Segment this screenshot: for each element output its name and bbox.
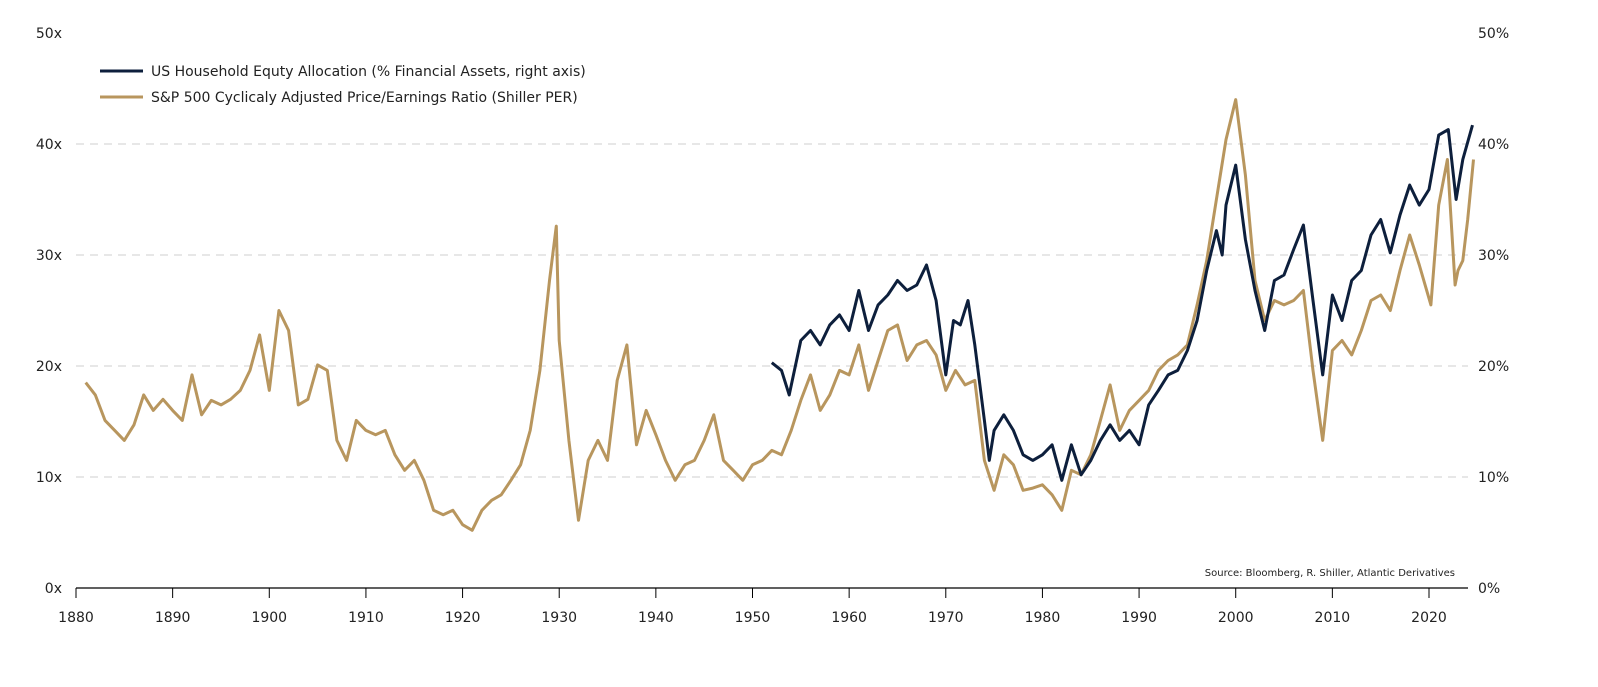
x-tick-label: 1990 (1121, 610, 1157, 626)
y-left-tick-label: 20x (36, 359, 62, 375)
x-axis-ticks: 1880 1890 1900 1910 1920 1930 1940 1950 1960 1970… (58, 588, 1447, 626)
y-right-tick-label: 0% (1478, 581, 1500, 597)
series-line-cape (84, 98, 1475, 532)
y-right-tick-label: 40% (1478, 137, 1509, 153)
x-tick-label: 2010 (1315, 610, 1351, 626)
legend-label-cape: S&P 500 Cyclicaly Adjusted Price/Earning… (151, 90, 578, 106)
y-axis-left-ticks: 0x 10x 20x 30x 40x 50x (36, 26, 62, 597)
x-tick-label: 2000 (1218, 610, 1254, 626)
y-left-tick-label: 10x (36, 470, 62, 486)
y-right-tick-label: 20% (1478, 359, 1509, 375)
y-left-tick-label: 50x (36, 26, 62, 42)
y-right-tick-label: 10% (1478, 470, 1509, 486)
x-tick-label: 1880 (58, 610, 94, 626)
legend-label-household-equity: US Household Equty Allocation (% Financi… (151, 64, 586, 80)
y-left-tick-label: 0x (45, 581, 62, 597)
x-tick-label: 1980 (1025, 610, 1061, 626)
source-note: Source: Bloomberg, R. Shiller, Atlantic … (1205, 568, 1455, 579)
gridlines (76, 143, 1468, 478)
x-tick-label: 1940 (638, 610, 674, 626)
y-axis-right-ticks: 0% 10% 20% 30% 40% 50% (1478, 26, 1509, 597)
series-line-household-equity (770, 124, 1474, 482)
x-tick-label: 1970 (928, 610, 964, 626)
x-tick-label: 1900 (251, 610, 287, 626)
y-right-tick-label: 30% (1478, 248, 1509, 264)
series-lines (84, 98, 1475, 532)
y-left-tick-label: 30x (36, 248, 62, 264)
x-tick-label: 1910 (348, 610, 384, 626)
legend: US Household Equty Allocation (% Financi… (100, 64, 586, 106)
x-tick-label: 2020 (1411, 610, 1447, 626)
y-left-tick-label: 40x (36, 137, 62, 153)
x-tick-label: 1890 (155, 610, 191, 626)
x-tick-label: 1960 (831, 610, 867, 626)
x-tick-label: 1950 (735, 610, 771, 626)
x-tick-label: 1920 (445, 610, 481, 626)
y-right-tick-label: 50% (1478, 26, 1509, 42)
x-tick-label: 1930 (541, 610, 577, 626)
